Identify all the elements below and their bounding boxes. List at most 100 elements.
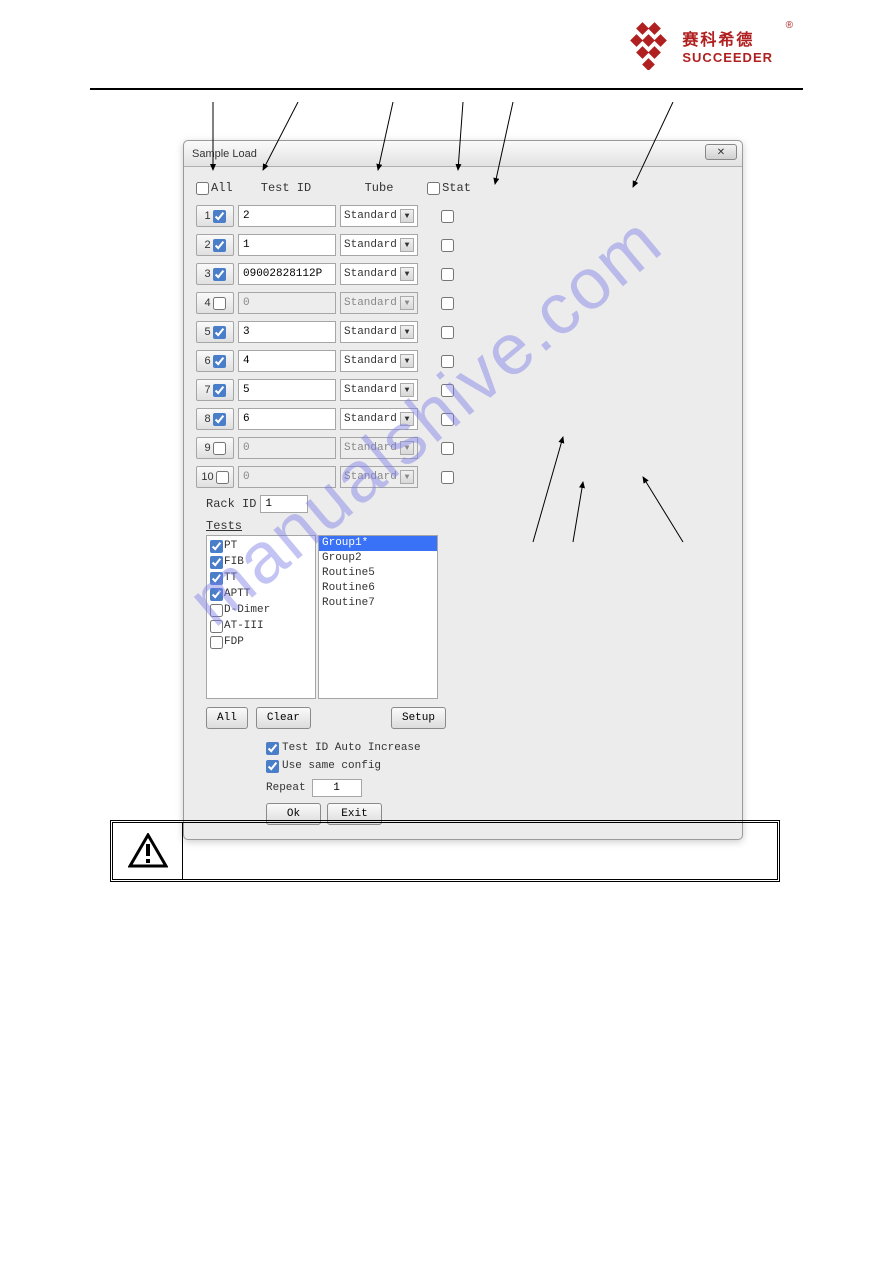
test-id-input[interactable] (238, 379, 336, 401)
stat-checkbox[interactable] (441, 442, 454, 455)
test-checkbox[interactable] (210, 572, 223, 585)
row-selector[interactable]: 10 (196, 466, 234, 488)
tube-select[interactable]: Standard▼ (340, 321, 418, 343)
sample-row: 8 Standard▼ (196, 406, 486, 432)
test-item[interactable]: D-Dimer (210, 602, 312, 618)
repeat-input[interactable] (312, 779, 362, 797)
group-item[interactable]: Group2 (319, 551, 437, 566)
header-test-id: Test ID (236, 181, 336, 195)
row-number: 3 (204, 268, 210, 280)
group-item[interactable]: Routine7 (319, 596, 437, 611)
tube-select[interactable]: Standard▼ (340, 205, 418, 227)
chevron-down-icon: ▼ (400, 296, 414, 310)
sample-row: 7 Standard▼ (196, 377, 486, 403)
test-checkbox[interactable] (210, 588, 223, 601)
stat-checkbox[interactable] (441, 297, 454, 310)
warning-icon-cell (113, 823, 183, 879)
row-selector[interactable]: 2 (196, 234, 234, 256)
setup-button[interactable]: Setup (391, 707, 446, 729)
row-checkbox[interactable] (213, 210, 226, 223)
test-checkbox[interactable] (210, 604, 223, 617)
tube-value: Standard (344, 355, 397, 367)
row-checkbox[interactable] (213, 355, 226, 368)
row-selector[interactable]: 6 (196, 350, 234, 372)
row-number: 7 (204, 384, 210, 396)
auto-increase-checkbox[interactable] (266, 742, 279, 755)
stat-checkbox[interactable] (441, 355, 454, 368)
clear-button[interactable]: Clear (256, 707, 311, 729)
test-item[interactable]: APTT (210, 586, 312, 602)
stat-checkbox[interactable] (441, 471, 454, 484)
row-checkbox[interactable] (213, 326, 226, 339)
checkbox-all[interactable] (196, 182, 209, 195)
test-id-input[interactable] (238, 321, 336, 343)
chevron-down-icon: ▼ (400, 325, 414, 339)
sample-row: 10Standard▼ (196, 464, 486, 490)
stat-checkbox[interactable] (441, 268, 454, 281)
row-selector[interactable]: 9 (196, 437, 234, 459)
test-id-input[interactable] (238, 408, 336, 430)
checkbox-stat-all[interactable] (427, 182, 440, 195)
row-checkbox[interactable] (216, 471, 229, 484)
group-item[interactable]: Routine5 (319, 566, 437, 581)
rack-id-input[interactable] (260, 495, 308, 513)
test-item[interactable]: TT (210, 570, 312, 586)
row-checkbox[interactable] (213, 442, 226, 455)
dialog-titlebar[interactable]: Sample Load ✕ (184, 141, 742, 167)
row-checkbox[interactable] (213, 297, 226, 310)
row-selector[interactable]: 8 (196, 408, 234, 430)
tube-value: Standard (344, 239, 397, 251)
group-item[interactable]: Routine6 (319, 581, 437, 596)
sample-load-dialog: Sample Load ✕ All Test ID Tube Stat 1Sta… (183, 140, 743, 840)
row-selector[interactable]: 4 (196, 292, 234, 314)
warning-box (110, 820, 780, 882)
header-rule (90, 88, 803, 90)
stat-checkbox[interactable] (441, 210, 454, 223)
test-id-input[interactable] (238, 205, 336, 227)
stat-checkbox[interactable] (441, 326, 454, 339)
tube-select[interactable]: Standard▼ (340, 350, 418, 372)
test-id-input[interactable] (238, 350, 336, 372)
row-number: 1 (204, 210, 210, 222)
row-checkbox[interactable] (213, 413, 226, 426)
tube-select[interactable]: Standard▼ (340, 408, 418, 430)
row-checkbox[interactable] (213, 268, 226, 281)
test-id-input[interactable] (238, 234, 336, 256)
all-button[interactable]: All (206, 707, 248, 729)
tube-select[interactable]: Standard▼ (340, 379, 418, 401)
test-id-input (238, 292, 336, 314)
test-checkbox[interactable] (210, 636, 223, 649)
test-label: APTT (224, 588, 250, 600)
groups-list[interactable]: Group1*Group2Routine5Routine6Routine7 (318, 535, 438, 699)
test-checkbox[interactable] (210, 620, 223, 633)
stat-checkbox[interactable] (441, 384, 454, 397)
same-config-checkbox[interactable] (266, 760, 279, 773)
tests-list[interactable]: PTFIBTT APTT D-DimerAT-IIIFDP (206, 535, 316, 699)
stat-checkbox[interactable] (441, 413, 454, 426)
row-number: 8 (204, 413, 210, 425)
tube-value: Standard (344, 297, 397, 309)
tube-value: Standard (344, 268, 397, 280)
row-selector[interactable]: 3 (196, 263, 234, 285)
test-item[interactable]: FIB (210, 554, 312, 570)
test-id-input[interactable] (238, 263, 336, 285)
row-selector[interactable]: 1 (196, 205, 234, 227)
stat-checkbox[interactable] (441, 239, 454, 252)
tube-value: Standard (344, 471, 397, 483)
test-checkbox[interactable] (210, 540, 223, 553)
tube-select[interactable]: Standard▼ (340, 263, 418, 285)
tube-select[interactable]: Standard▼ (340, 234, 418, 256)
test-item[interactable]: FDP (210, 634, 312, 650)
row-selector[interactable]: 7 (196, 379, 234, 401)
row-checkbox[interactable] (213, 384, 226, 397)
warning-icon (128, 833, 168, 869)
row-selector[interactable]: 5 (196, 321, 234, 343)
test-checkbox[interactable] (210, 556, 223, 569)
close-button[interactable]: ✕ (705, 144, 737, 160)
logo-text-cn: 赛科希德 (682, 26, 773, 50)
warning-text-cell (183, 823, 777, 879)
test-item[interactable]: AT-III (210, 618, 312, 634)
group-item[interactable]: Group1* (319, 536, 437, 551)
row-checkbox[interactable] (213, 239, 226, 252)
test-item[interactable]: PT (210, 538, 312, 554)
